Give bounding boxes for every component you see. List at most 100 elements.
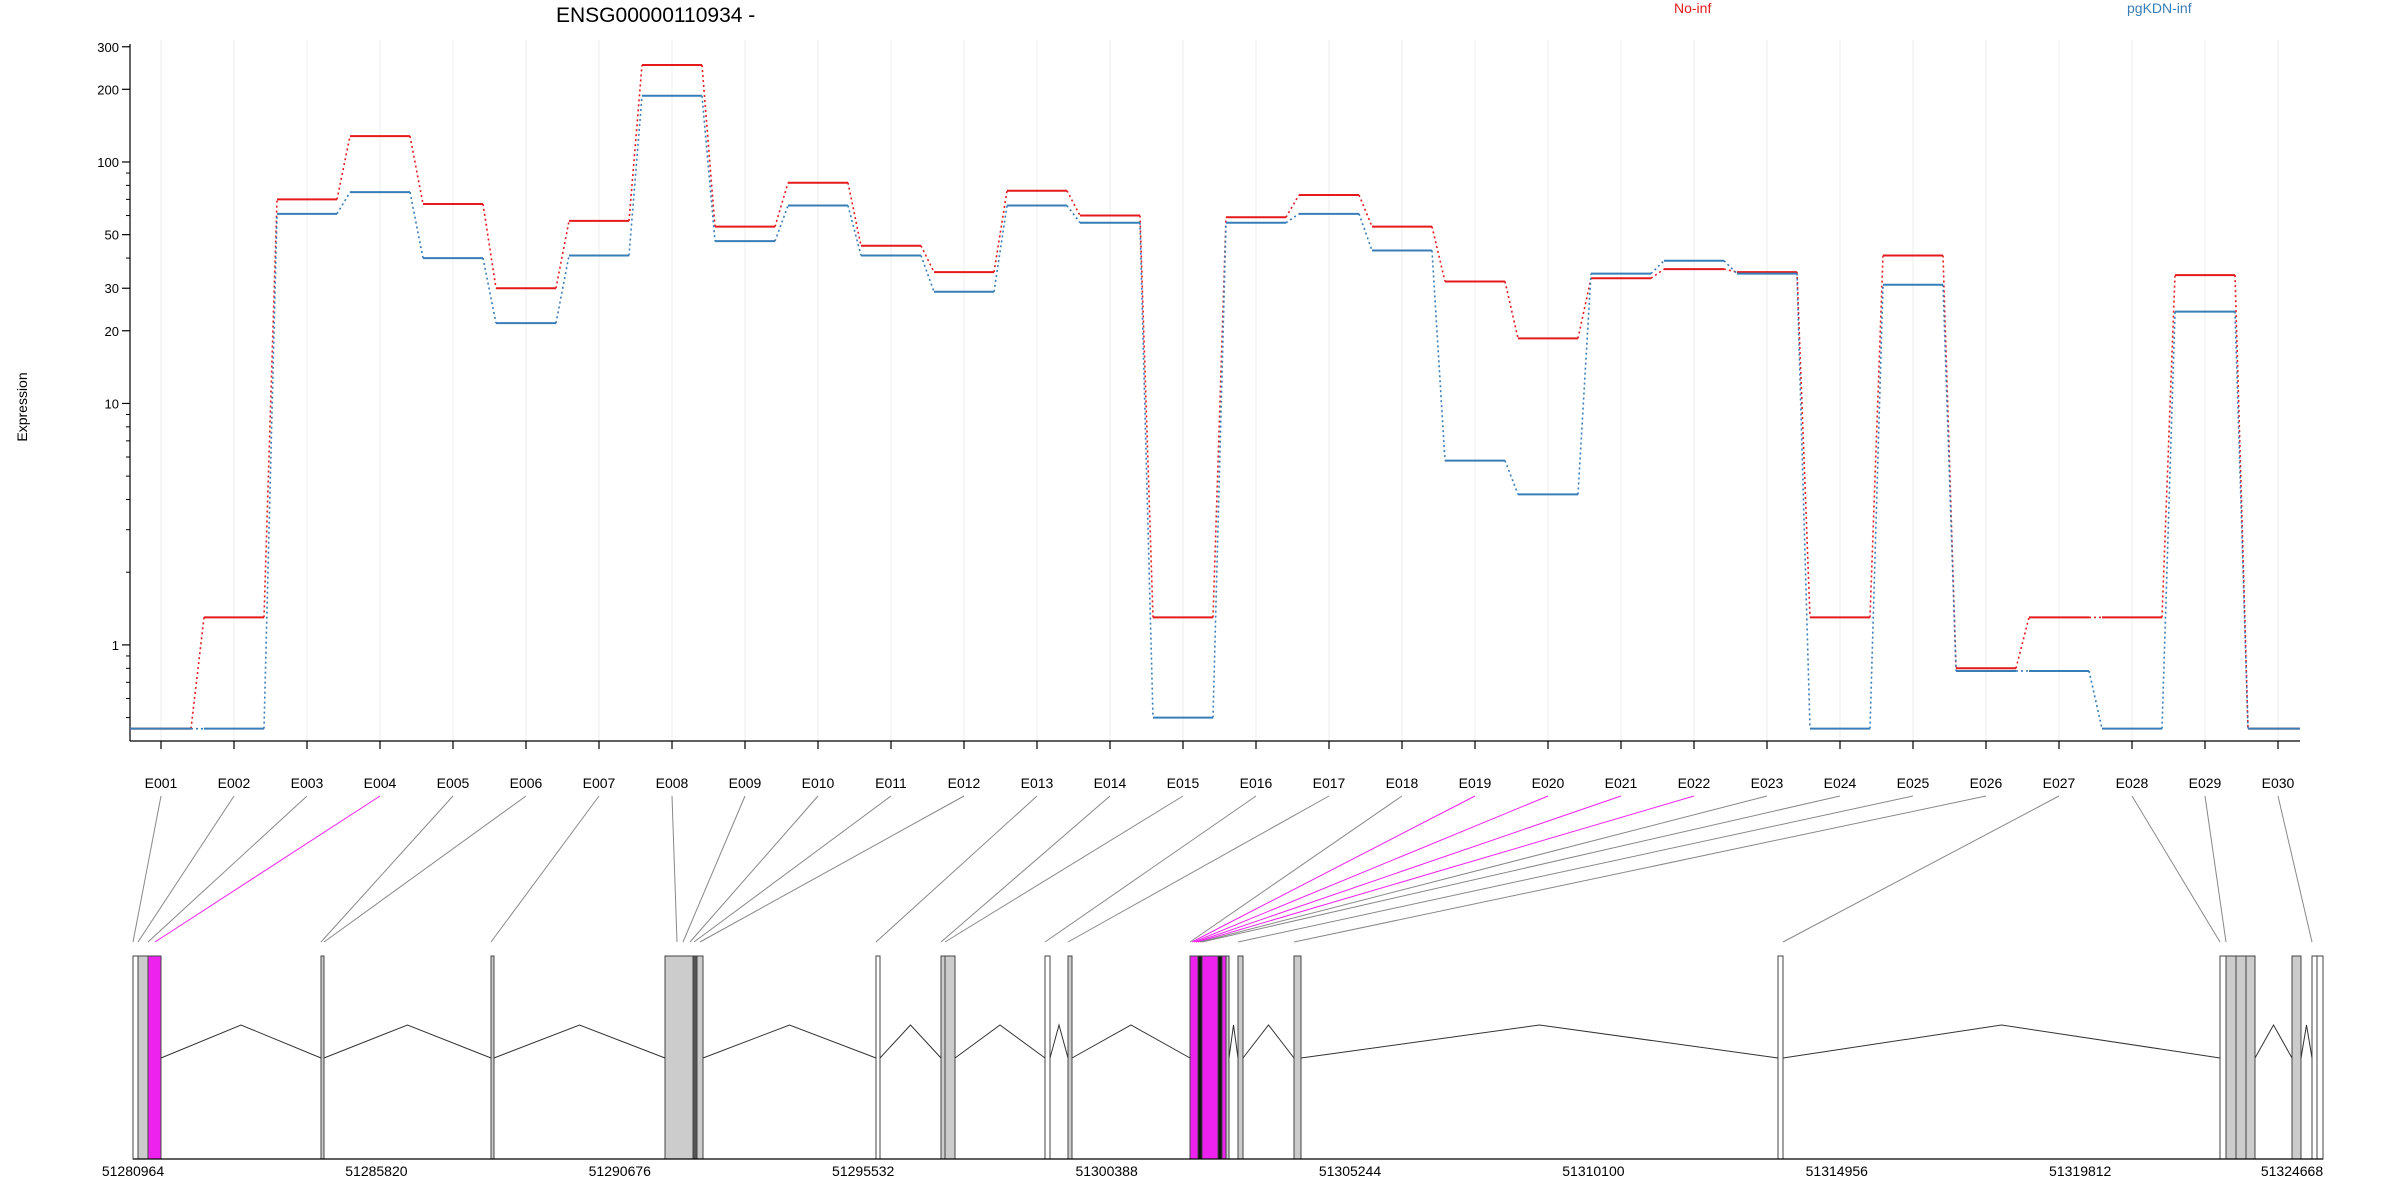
connector: [1650, 268, 1665, 279]
connector: [1358, 194, 1373, 227]
exon-block: [1044, 955, 1051, 1160]
x-tick-label: E011: [875, 775, 907, 791]
exon-link: [689, 795, 819, 943]
connector: [920, 255, 935, 293]
exon-link: [154, 795, 381, 943]
x-tick-label: E028: [2116, 775, 2149, 791]
intron-line: [702, 1024, 877, 1059]
intron-line: [1242, 1024, 1295, 1059]
exon-block: [1189, 955, 1199, 1160]
connector: [1431, 226, 1446, 282]
exon-block: [490, 955, 495, 1160]
exon-link: [1201, 795, 1841, 943]
exon-link: [132, 795, 162, 943]
x-tick-label: E006: [510, 775, 543, 791]
exon-block: [1221, 955, 1227, 1160]
intron-line: [1300, 1024, 1779, 1059]
exon-block: [1067, 955, 1073, 1160]
connector: [1212, 217, 1227, 618]
genome-coordinate-label: 51290676: [589, 1163, 652, 1179]
x-tick-label: E009: [729, 775, 762, 791]
exon-link: [940, 795, 1111, 943]
exon-block: [2245, 955, 2256, 1160]
exon-block: [1777, 955, 1784, 1160]
connector: [1650, 260, 1665, 275]
connector: [628, 95, 643, 256]
connector: [409, 135, 424, 205]
x-tick-label: E010: [802, 775, 835, 791]
connector: [336, 191, 351, 215]
exon-link: [875, 795, 1038, 943]
x-tick-label: E014: [1094, 775, 1127, 791]
connector: [1066, 205, 1081, 224]
x-tick-label: E026: [1970, 775, 2003, 791]
exon-block: [1197, 955, 1203, 1160]
connector: [920, 245, 935, 273]
connector: [1942, 284, 1957, 671]
exon-block: [1237, 955, 1244, 1160]
legend-entry-no-inf: No-inf: [1674, 0, 1711, 16]
x-tick-label: E004: [364, 775, 397, 791]
connector: [1285, 194, 1300, 218]
intron-line: [1071, 1024, 1191, 1059]
intron-line: [1782, 1024, 2221, 1059]
y-tick-label: 300: [97, 40, 119, 55]
connector: [2088, 670, 2103, 729]
exon-block: [2219, 955, 2227, 1160]
gene-model: 51280964 51285820 51290676 51295532 51300388…: [102, 795, 2324, 1179]
exon-link: [1193, 795, 1549, 943]
x-tick-label: E013: [1021, 775, 1054, 791]
connector: [1504, 460, 1519, 495]
x-tick-label: E012: [948, 775, 981, 791]
exon-link: [320, 795, 454, 943]
x-tick-label: E001: [145, 775, 178, 791]
connector: [190, 617, 205, 729]
genome-coordinate-label: 51280964: [102, 1163, 165, 1179]
x-tick-label: E020: [1532, 775, 1565, 791]
exon-link: [490, 795, 600, 943]
connector: [1431, 250, 1446, 461]
chart-title: ENSG00000110934 -: [556, 4, 755, 27]
exon-link: [137, 795, 235, 943]
connector: [409, 191, 424, 259]
exon-link: [1191, 795, 1476, 943]
exon-link: [147, 795, 308, 943]
exon-block: [132, 955, 139, 1160]
exon-link: [1237, 795, 1914, 943]
exon-link: [1044, 795, 1257, 943]
exon-block: [944, 955, 956, 1160]
connector: [993, 205, 1008, 292]
exon-link: [323, 795, 527, 943]
exon-block: [147, 955, 162, 1160]
genome-coordinate-label: 51319812: [2049, 1163, 2112, 1179]
connector: [1212, 222, 1227, 718]
intron-line: [879, 1024, 942, 1059]
genome-coordinate-label: 51305244: [1319, 1163, 1382, 1179]
connector: [555, 255, 570, 324]
x-tick-label: E027: [2043, 775, 2076, 791]
connector: [482, 203, 497, 289]
exon-block: [2225, 955, 2237, 1160]
x-tick-label: E029: [2189, 775, 2222, 791]
exon-block: [696, 955, 704, 1160]
connector: [555, 220, 570, 289]
exon-link: [1067, 795, 1330, 943]
exon-link: [1199, 795, 1768, 943]
x-tick-label: E005: [437, 775, 470, 791]
connector: [1869, 255, 1884, 618]
intron-line: [954, 1024, 1046, 1059]
y-tick-label: 200: [97, 82, 119, 97]
intron-line: [493, 1024, 666, 1059]
y-tick-label: 50: [105, 228, 119, 243]
x-tick-label: E018: [1386, 775, 1419, 791]
intron-line: [1228, 1024, 1239, 1059]
intron-line: [160, 1024, 322, 1059]
y-tick-label: 1: [112, 638, 119, 653]
y-tick-label: 30: [105, 281, 119, 296]
exon-block: [1293, 955, 1302, 1160]
connector: [1066, 190, 1081, 216]
series-no-inf: [130, 64, 2300, 730]
exon-link: [2131, 795, 2221, 943]
connector: [847, 205, 862, 256]
connector: [263, 213, 278, 729]
